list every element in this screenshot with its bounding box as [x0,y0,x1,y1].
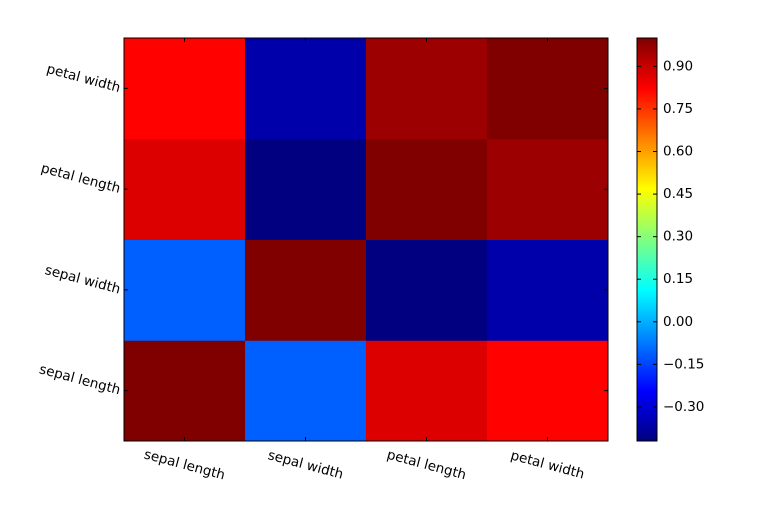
colorbar-tick-label: 0.15 [663,271,693,287]
y-tick-label: petal length [39,160,122,197]
colorbar-tick-label: 0.45 [663,186,693,202]
heatmap-cell [487,38,609,140]
x-tick-label: sepal width [266,447,345,482]
heatmap-cell [245,38,367,140]
heatmap-cell [487,340,609,442]
heatmap-cell [366,340,488,442]
heatmap-cell [366,38,488,140]
colorbar-tick-label: −0.30 [663,399,704,415]
heatmap-cell [124,38,246,140]
colorbar-tick-label: 0.30 [663,229,693,245]
colorbar-tick-label: 0.90 [663,58,693,74]
colorbar-tick-label: 0.60 [663,144,693,160]
heatmap-cell [366,239,488,341]
y-tick-label: petal width [45,61,122,96]
heatmap-cell [366,138,488,240]
heatmap-cell [245,239,367,341]
y-tick-label: sepal width [43,262,122,297]
colorbar-ticks: −0.30 −0.15 0.00 0.15 0.30 0.45 0.60 0.75 0.90 [637,58,704,415]
heatmap-cells [124,38,609,442]
heatmap-cell [124,239,246,341]
plot-frame [123,37,609,442]
y-tick-labels: sepal length sepal width petal length petal… [38,61,123,398]
x-tick-label: sepal length [142,446,227,483]
heatmap-cell [487,138,609,240]
colorbar-tick-label: 0.75 [663,101,693,117]
x-tick-label: petal width [509,447,586,482]
y-tick-label: sepal length [38,361,123,398]
heatmap-cell [487,239,609,341]
heatmap-cell [124,340,246,442]
colorbar-tick-label: 0.00 [663,314,693,330]
heatmap-cell [245,138,367,240]
axis-ticks [124,38,608,441]
heatmap-cell [245,340,367,442]
colorbar: −0.30 −0.15 0.00 0.15 0.30 0.45 0.60 0.75 0.90 [636,37,704,442]
x-tick-label: petal length [385,447,468,484]
colorbar-gradient [636,37,658,442]
heatmap-cell [124,138,246,240]
colorbar-tick-label: −0.15 [663,356,704,372]
x-tick-labels: sepal length sepal width petal length petal… [142,446,586,483]
